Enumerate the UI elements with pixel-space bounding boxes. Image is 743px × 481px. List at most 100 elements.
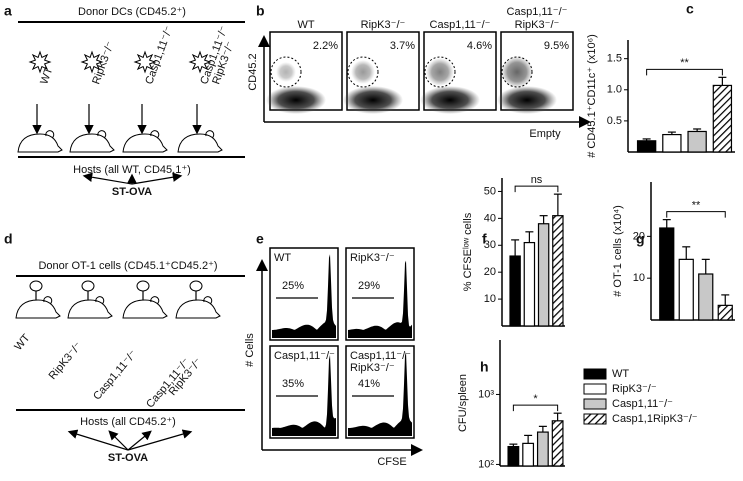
histogram <box>272 254 336 338</box>
gate <box>347 56 379 88</box>
significance-label: * <box>533 393 538 405</box>
legend-label: WT <box>612 368 629 380</box>
mouse-icon <box>17 130 63 153</box>
cell-cloud <box>501 56 533 88</box>
plot-title: Casp1,11⁻/⁻ <box>430 19 491 31</box>
bar <box>536 431 549 467</box>
legend-swatch <box>583 413 607 425</box>
y-tick-label: 20 <box>633 230 645 242</box>
error-bar <box>553 412 562 421</box>
x-axis-label: Empty <box>529 128 561 140</box>
bar <box>552 215 564 327</box>
error-bar <box>701 258 710 274</box>
y-tick-label: 10 <box>633 272 645 284</box>
error-bar <box>525 231 534 243</box>
error-bar <box>721 294 730 306</box>
bar <box>537 223 550 327</box>
error-bar <box>524 434 533 444</box>
panel-label: c <box>686 1 694 17</box>
gate <box>501 56 533 88</box>
donor-label: Casp1,11⁻/⁻ <box>143 24 175 86</box>
line <box>108 430 129 451</box>
gate-percent: 3.7% <box>390 40 415 52</box>
line <box>127 429 193 451</box>
plot-title: Casp1,11⁻/⁻ <box>350 350 411 362</box>
significance-label: ns <box>531 174 543 186</box>
bar <box>662 133 682 153</box>
error-bar <box>718 76 727 86</box>
histogram <box>348 260 412 338</box>
plot-title: Casp1,11⁻/⁻ <box>274 350 335 362</box>
cell-cloud <box>343 86 403 114</box>
panel-label: f <box>482 231 487 247</box>
cell-cloud <box>266 86 326 114</box>
gate-percent: 41% <box>358 378 380 390</box>
bar <box>507 445 520 467</box>
line <box>131 172 183 185</box>
significance-bracket <box>646 68 723 76</box>
gate-percent: 35% <box>282 378 304 390</box>
cell-cloud <box>351 60 375 84</box>
panel-label: h <box>480 359 489 375</box>
dc-icon <box>80 50 104 74</box>
panel-label: b <box>256 3 265 19</box>
y-axis-label: # CD45.1⁺CD11c⁺ (x10⁶) <box>586 34 598 158</box>
panel-label: a <box>4 3 12 19</box>
significance-bracket <box>514 185 559 193</box>
cell-cloud <box>420 86 480 114</box>
y-axis-label: # OT-1 cells (x10⁴) <box>612 205 624 297</box>
gate <box>424 56 456 88</box>
significance-label: ** <box>680 57 689 69</box>
bar <box>659 227 675 321</box>
y-axis-label: CD45.2 <box>247 53 259 90</box>
y-tick-label: 40 <box>484 212 496 224</box>
legend-label: Casp1,1RipK3⁻/⁻ <box>612 413 698 425</box>
cell-icon <box>136 280 150 292</box>
gate-percent: 25% <box>282 280 304 292</box>
bar <box>636 140 657 153</box>
panel-label: g <box>636 231 645 247</box>
mouse-icon <box>122 296 168 319</box>
error-bar <box>539 215 548 224</box>
bar <box>522 442 535 467</box>
y-tick-label: 1.5 <box>607 53 622 65</box>
bar <box>712 84 733 153</box>
hosts-label: Hosts (all WT, CD45.1⁺) <box>73 164 191 176</box>
error-bar <box>642 138 651 141</box>
y-tick-label: 10 <box>484 293 496 305</box>
y-axis-label: # Cells <box>244 333 256 367</box>
error-bar <box>693 128 702 132</box>
error-bar <box>682 246 691 260</box>
dc-icon <box>188 50 212 74</box>
legend-label: Casp1,11⁻/⁻ <box>612 398 673 410</box>
legend-label: RipK3⁻/⁻ <box>612 383 657 395</box>
bar <box>551 420 564 467</box>
panel-label: d <box>4 231 13 247</box>
bar <box>687 130 707 153</box>
error-bar <box>667 131 676 135</box>
histogram <box>272 354 336 436</box>
y-tick-label: 50 <box>484 185 496 197</box>
y-tick-label: 20 <box>484 266 496 278</box>
hosts-label: Hosts (all CD45.2⁺) <box>80 416 176 428</box>
mouse-icon <box>177 130 223 153</box>
x-axis-label: CFSE <box>377 456 406 468</box>
dc-icon <box>133 50 157 74</box>
error-bar <box>509 443 518 447</box>
gate-percent: 2.2% <box>313 40 338 52</box>
error-bar <box>511 239 520 257</box>
panel-title: Donor DCs (CD45.2⁺) <box>78 6 186 18</box>
challenge-label: ST-OVA <box>108 452 148 464</box>
histogram <box>348 352 412 436</box>
error-bar <box>538 425 547 433</box>
plot-title: RipK3⁻/⁻ <box>361 19 406 31</box>
panel-label: e <box>256 231 264 247</box>
gate <box>270 56 302 88</box>
plot-title: RipK3⁻/⁻ <box>350 252 395 264</box>
plot-title: RipK3⁻/⁻ <box>515 19 560 31</box>
bar <box>509 255 521 327</box>
line <box>67 429 129 451</box>
donor-label: WT <box>38 66 55 86</box>
cell-cloud <box>276 62 296 82</box>
